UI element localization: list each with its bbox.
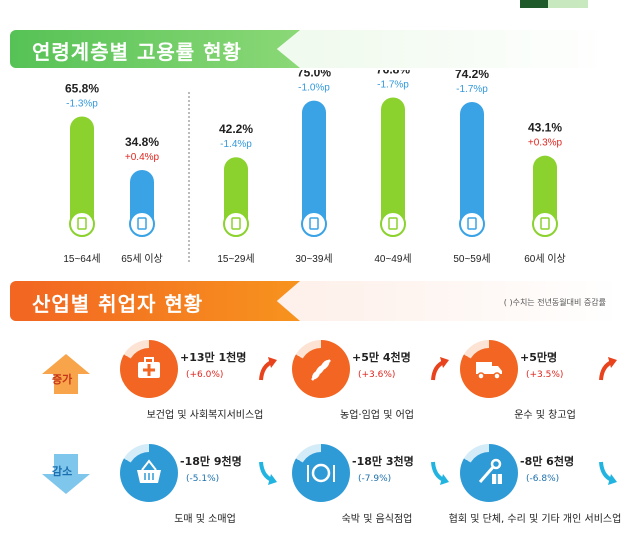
person-icon xyxy=(223,211,249,237)
person-icon-document xyxy=(137,217,147,230)
industry-item: -18만 9천명 (-5.1%) 도매 및 소매업 xyxy=(120,444,290,534)
person-icon xyxy=(532,211,558,237)
industry-value: +13만 1천명 xyxy=(180,351,247,364)
category-label: 15~64세 xyxy=(63,253,100,265)
repair-tools-icon xyxy=(468,452,510,494)
person-icon-document xyxy=(77,217,87,230)
change-label: -1.4%p xyxy=(220,139,252,150)
first-aid-kit-icon xyxy=(128,348,170,390)
industry-value: -18만 9천명 xyxy=(180,455,242,468)
category-label: 65세 이상 xyxy=(121,253,163,265)
chart-divider xyxy=(188,92,190,262)
industry-name: 운수 및 창고업 xyxy=(514,410,576,421)
section-header-industry: 산업별 취업자 현황 ( )수치는 전년동월대비 증감률 xyxy=(10,281,620,321)
industry-pct: (+3.5%) xyxy=(526,370,564,380)
decrease-label: 감소 xyxy=(52,465,73,478)
industry-name: 숙박 및 음식점업 xyxy=(341,514,413,525)
person-icon xyxy=(69,211,95,237)
category-label: 60세 이상 xyxy=(524,253,566,265)
trend-down-icon xyxy=(259,461,277,485)
truck-icon xyxy=(468,348,510,390)
section-header-age: 연령계층별 고용률 현황 xyxy=(10,30,620,68)
industry-pct: (-6.8%) xyxy=(526,474,560,484)
industry-pct: (-5.1%) xyxy=(186,474,220,484)
change-label: -1.7%p xyxy=(456,84,488,95)
bar xyxy=(533,155,557,230)
industry-pct: (+6.0%) xyxy=(186,370,224,380)
value-label: 42.2% xyxy=(219,122,253,136)
change-label: -1.7%p xyxy=(377,80,409,91)
change-label: -1.3%p xyxy=(66,98,98,109)
category-label: 15~29세 xyxy=(217,253,254,265)
trend-up-icon xyxy=(259,357,277,381)
header-tab xyxy=(10,30,300,68)
person-icon-document xyxy=(540,217,550,230)
trend-down-icon xyxy=(599,461,617,485)
bar xyxy=(460,102,484,230)
header-tab xyxy=(10,281,300,321)
industry-value: +5만명 xyxy=(520,351,558,364)
industry-value: +5만 4천명 xyxy=(352,351,411,364)
category-label: 50~59세 xyxy=(453,253,490,265)
industry-item: +5만 4천명 (+3.6%) 농업·임업 및 어업 xyxy=(292,340,462,430)
change-label: -1.0%p xyxy=(298,83,330,94)
value-label: 76.8% xyxy=(376,70,410,77)
value-label: 43.1% xyxy=(528,121,562,135)
bar xyxy=(224,157,248,230)
person-icon-document xyxy=(388,217,398,230)
person-icon xyxy=(129,211,155,237)
shopping-basket-icon xyxy=(128,452,170,494)
value-label: 75.0% xyxy=(297,70,331,80)
industry-name: 농업·임업 및 어업 xyxy=(340,410,414,421)
category-label: 30~39세 xyxy=(295,253,332,265)
industry-item: -8만 6천명 (-6.8%) 협회 및 단체, 수리 및 기타 개인 서비스업 xyxy=(449,444,630,534)
industry-name: 보건업 및 사회복지서비스업 xyxy=(146,410,264,421)
section-title: 산업별 취업자 현황 xyxy=(32,292,204,316)
value-label: 34.8% xyxy=(125,135,159,149)
dining-plate-icon xyxy=(300,452,342,494)
person-icon xyxy=(380,211,406,237)
bar xyxy=(70,116,94,230)
change-label: +0.4%p xyxy=(125,152,160,163)
industry-item: +13만 1천명 (+6.0%) 보건업 및 사회복지서비스업 xyxy=(120,340,290,430)
category-label: 40~49세 xyxy=(374,253,411,265)
section-note: ( )수치는 전년동월대비 증감률 xyxy=(503,298,606,307)
industry-value: -18만 3천명 xyxy=(352,455,414,468)
change-label: +0.3%p xyxy=(528,138,563,149)
value-label: 65.8% xyxy=(65,81,99,95)
value-label: 74.2% xyxy=(455,70,489,81)
corner-decoration xyxy=(548,0,588,8)
decrease-arrow-icon xyxy=(42,454,90,494)
industry-name: 협회 및 단체, 수리 및 기타 개인 서비스업 xyxy=(448,514,622,525)
wheat-icon xyxy=(300,348,342,390)
person-icon-document xyxy=(467,217,477,230)
trend-up-icon xyxy=(599,357,617,381)
increase-arrow-icon xyxy=(42,354,90,394)
person-icon xyxy=(459,211,485,237)
industry-name: 도매 및 소매업 xyxy=(174,514,236,525)
bar xyxy=(302,100,326,230)
trend-up-icon xyxy=(431,357,449,381)
employment-rate-chart: 65.8% -1.3%p 15~64세 34.8% +0.4%p 65세 이상 42.2% -… xyxy=(63,70,566,265)
person-icon-document xyxy=(231,217,241,230)
section-title: 연령계층별 고용률 현황 xyxy=(32,40,242,64)
person-icon xyxy=(301,211,327,237)
trend-down-icon xyxy=(431,461,449,485)
person-icon-document xyxy=(309,217,319,230)
corner-decoration xyxy=(520,0,548,8)
industry-value: -8만 6천명 xyxy=(520,455,575,468)
industry-item: -18만 3천명 (-7.9%) 숙박 및 음식점업 xyxy=(292,444,462,534)
industry-item: +5만명 (+3.5%) 운수 및 창고업 xyxy=(460,340,630,430)
industry-pct: (+3.6%) xyxy=(358,370,396,380)
increase-label: 증가 xyxy=(52,373,73,386)
industry-pct: (-7.9%) xyxy=(358,474,392,484)
bar xyxy=(381,97,405,230)
